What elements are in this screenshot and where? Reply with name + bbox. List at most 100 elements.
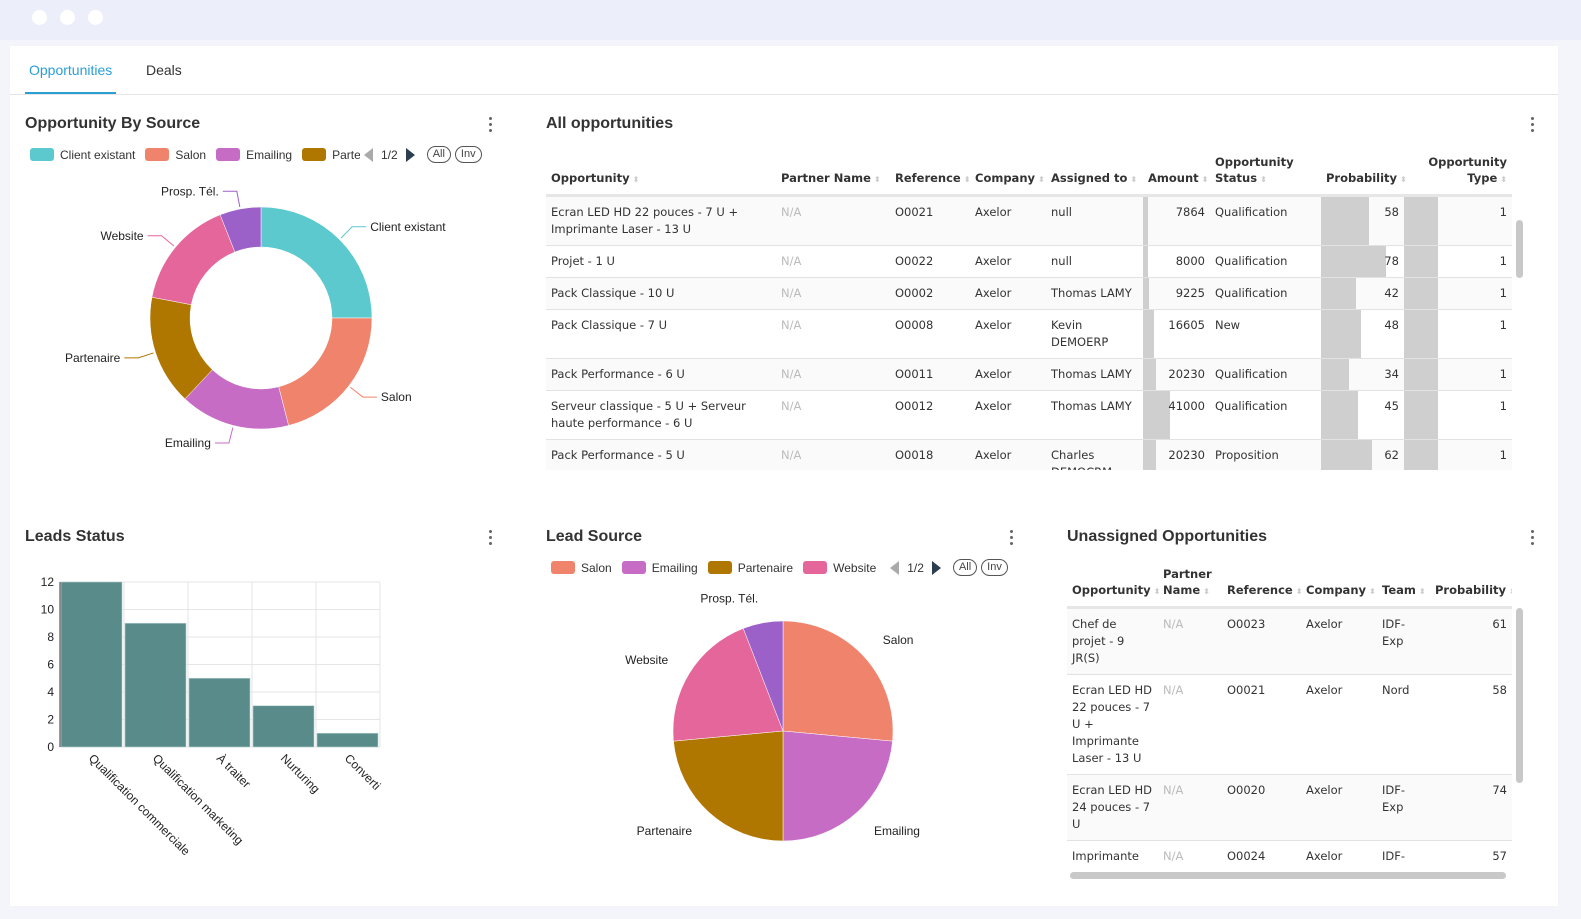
table-row[interactable]: Imprimante Jet d'encre - 6 U + Ecran LED… — [1067, 840, 1512, 868]
sort-icon[interactable]: ⬍ — [1130, 175, 1138, 184]
sort-icon[interactable]: ⬍ — [1260, 175, 1267, 184]
column-header[interactable]: Reference ⬍ — [1222, 562, 1303, 609]
table-row[interactable]: Chef de projet - 9 JR(S) N/A O0023 Axelor ID… — [1067, 607, 1512, 675]
column-header[interactable]: Opportunity ⬍ — [546, 150, 776, 197]
cell-data-bar — [1143, 278, 1150, 309]
legend-item[interactable]: Salon — [551, 561, 612, 575]
sort-icon[interactable]: ⬍ — [963, 175, 971, 184]
bar[interactable] — [316, 732, 379, 748]
pie-slice[interactable] — [219, 206, 262, 253]
horizontal-scrollbar[interactable] — [1070, 872, 1506, 879]
table-cell: Axelor — [970, 195, 1046, 246]
more-options-icon[interactable] — [1531, 530, 1535, 548]
column-header[interactable]: Opportunity Status ⬍ — [1210, 150, 1321, 197]
select-all-button[interactable]: All — [952, 559, 978, 576]
sort-icon[interactable]: ⬍ — [873, 175, 881, 184]
sort-icon[interactable]: ⬍ — [1038, 175, 1045, 184]
table-cell: 1 — [1404, 277, 1512, 310]
legend-item[interactable]: Partenaire — [302, 148, 360, 162]
next-page-icon[interactable] — [405, 147, 415, 162]
tab-deals[interactable]: Deals — [146, 62, 182, 78]
sort-icon[interactable]: ⬍ — [1201, 175, 1209, 184]
column-header[interactable]: Opportunity Type ⬍ — [1404, 150, 1512, 197]
table-row[interactable]: Ecran LED HD 22 pouces - 7 U + Imprimant… — [546, 195, 1512, 246]
column-header[interactable]: Reference ⬍ — [890, 150, 971, 197]
column-header[interactable]: Company ⬍ — [1301, 562, 1377, 609]
column-header[interactable]: Partner Name ⬍ — [776, 150, 890, 197]
vertical-scrollbar[interactable] — [1516, 220, 1523, 278]
legend-item[interactable]: Emailing — [216, 148, 292, 162]
panel-title: Opportunity By Source — [25, 115, 201, 132]
column-header[interactable]: Assigned to ⬍ — [1046, 150, 1143, 197]
legend-item[interactable]: Emailing — [621, 561, 698, 575]
table-cell: O0024 — [1222, 840, 1301, 868]
column-header[interactable]: Company ⬍ — [970, 150, 1046, 197]
tab-bar: Opportunities Deals — [10, 46, 1558, 95]
table-row[interactable]: Ecran LED HD 24 pouces - 7 U N/A O0020 Axel… — [1067, 774, 1512, 841]
more-options-icon[interactable] — [1531, 117, 1535, 135]
column-header[interactable]: Opportunity ⬍ — [1067, 562, 1161, 609]
sort-icon[interactable]: ⬍ — [1418, 587, 1426, 596]
column-header[interactable]: Amount ⬍ — [1143, 150, 1210, 197]
select-all-button[interactable]: All — [426, 146, 451, 163]
previous-page-icon[interactable] — [364, 147, 373, 162]
column-header[interactable]: Probability⬍ — [1321, 150, 1407, 197]
slice-label: Partenaire — [65, 351, 121, 365]
more-options-icon[interactable] — [489, 530, 493, 548]
tab-opportunities[interactable]: Opportunities — [25, 62, 117, 94]
page-indicator: 1/2 — [381, 147, 398, 162]
pie-slice[interactable] — [260, 206, 373, 319]
cell-value: Thomas LAMY — [1051, 367, 1132, 381]
sort-icon[interactable]: ⬍ — [1500, 175, 1507, 184]
pie-slice[interactable] — [782, 730, 893, 842]
table-row[interactable]: Ecran LED HD 22 pouces - 7 U + Imprimant… — [1067, 674, 1512, 775]
next-page-icon[interactable] — [931, 560, 941, 575]
table-row[interactable]: Pack Classique - 10 U N/A O0002 Axelor Thoma… — [546, 277, 1512, 310]
vertical-scrollbar[interactable] — [1516, 608, 1523, 783]
sort-icon[interactable]: ⬍ — [1509, 587, 1512, 596]
table-cell: N/A — [1158, 674, 1222, 775]
legend-item[interactable]: Salon — [145, 148, 206, 162]
sort-icon[interactable]: ⬍ — [632, 175, 640, 184]
table-cell: null — [1046, 245, 1143, 278]
pie-slice[interactable] — [151, 214, 236, 305]
window-close-dot[interactable] — [32, 10, 47, 25]
sort-icon[interactable]: ⬍ — [1153, 587, 1161, 596]
pie-slice[interactable] — [782, 620, 894, 742]
table-row[interactable]: Pack Performance - 5 U N/A O0018 Axelor Char… — [546, 439, 1512, 470]
pie-slice[interactable] — [673, 730, 784, 842]
invert-selection-button[interactable]: Inv — [454, 146, 482, 163]
sort-icon[interactable]: ⬍ — [1369, 587, 1376, 596]
table-row[interactable]: Pack Classique - 7 U N/A O0008 Axelor Kevin … — [546, 309, 1512, 359]
bar[interactable] — [188, 677, 251, 748]
more-options-icon[interactable] — [489, 117, 493, 135]
bar[interactable] — [60, 581, 123, 748]
sort-icon[interactable]: ⬍ — [1295, 587, 1303, 596]
legend-item[interactable]: Website — [803, 561, 876, 575]
column-header[interactable]: Partner Name ⬍ — [1158, 562, 1222, 609]
table-row[interactable]: Pack Performance - 6 U N/A O0011 Axelor Thom… — [546, 358, 1512, 391]
table-row[interactable]: Serveur classique - 5 U + Serveur haute … — [546, 390, 1512, 440]
cell-data-bar — [1143, 359, 1157, 390]
column-header-label: Opportunity — [1072, 583, 1151, 597]
column-header[interactable]: Probability⬍ — [1430, 562, 1512, 609]
sort-icon[interactable]: ⬍ — [1203, 587, 1210, 596]
sort-icon[interactable]: ⬍ — [1400, 175, 1407, 184]
bar[interactable] — [124, 622, 187, 748]
table-row[interactable]: Projet - 1 U N/A O0022 Axelor null 8000 Qualif… — [546, 245, 1512, 278]
x-tick-label: Converti — [342, 751, 383, 792]
pie-slice[interactable] — [742, 620, 784, 732]
cell-value: Charles DEMOCRM — [1051, 448, 1112, 470]
invert-selection-button[interactable]: Inv — [981, 559, 1008, 576]
pie-slice[interactable] — [278, 317, 373, 426]
bar[interactable] — [252, 705, 315, 748]
window-minimize-dot[interactable] — [60, 10, 75, 25]
panel-title: Lead Source — [546, 528, 643, 545]
window-maximize-dot[interactable] — [88, 10, 103, 25]
column-header[interactable]: Team ⬍ — [1377, 562, 1430, 609]
previous-page-icon[interactable] — [890, 560, 900, 575]
pie-slice[interactable] — [672, 628, 784, 742]
legend-item[interactable]: Client existant — [30, 148, 135, 162]
legend-item[interactable]: Partenaire — [707, 561, 793, 575]
more-options-icon[interactable] — [1010, 530, 1014, 548]
